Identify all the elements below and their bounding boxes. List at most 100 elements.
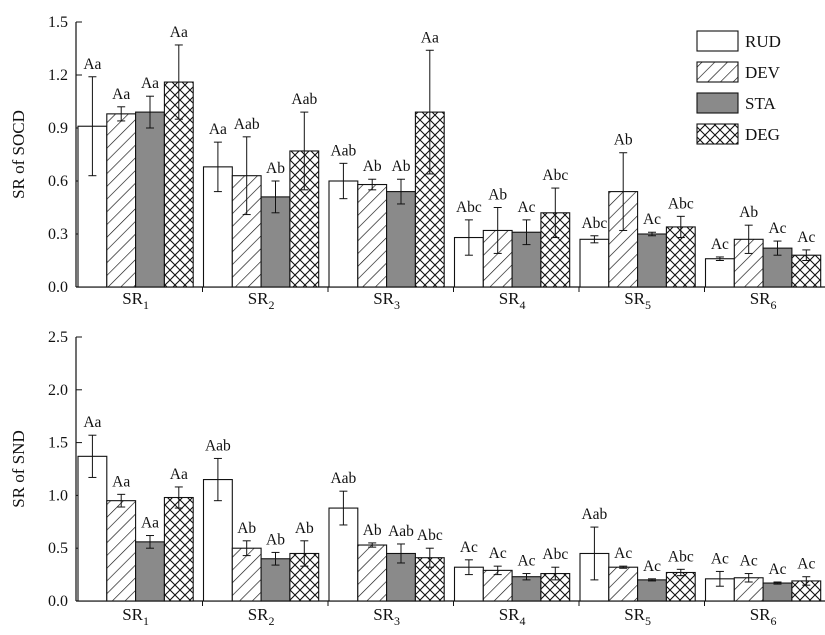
category-subscript: 4 xyxy=(519,298,525,312)
error-bar xyxy=(493,565,502,576)
bar-sta-6 xyxy=(762,582,793,602)
error-bar xyxy=(773,240,782,256)
error-bar xyxy=(339,162,348,200)
significance-label: Aa xyxy=(141,515,159,532)
x-category-label: SR4 xyxy=(499,605,526,628)
error-bar xyxy=(590,235,599,244)
x-category-label: SR1 xyxy=(122,605,149,628)
error-bar xyxy=(88,76,97,177)
category-subscript: 3 xyxy=(394,298,400,312)
legend-label: RUD xyxy=(745,32,781,51)
error-bar xyxy=(715,570,724,587)
bar-rud-5 xyxy=(579,238,610,288)
chart-panel-1: 0.00.30.60.91.21.5SR of SOCDAaAaAaAaSR1A… xyxy=(9,14,825,312)
significance-label: Abc xyxy=(542,546,568,563)
significance-label: Aab xyxy=(330,142,356,159)
y-tick-label: 1.0 xyxy=(48,487,68,504)
significance-label: Ac xyxy=(740,553,758,570)
significance-label: Ac xyxy=(711,236,729,253)
error-bar xyxy=(551,566,560,581)
significance-label: Ac xyxy=(517,199,535,216)
y-tick-label: 0.6 xyxy=(48,173,68,190)
x-category-label: SR1 xyxy=(122,289,149,312)
error-bar xyxy=(590,526,599,581)
significance-label: Ab xyxy=(363,158,382,175)
legend-swatch xyxy=(696,30,739,52)
x-category-label: SR5 xyxy=(624,605,651,628)
x-category-label: SR4 xyxy=(499,289,526,312)
significance-label: Aab xyxy=(205,437,231,454)
error-bar xyxy=(744,224,753,254)
legend-item-sta: STA xyxy=(696,92,776,114)
y-tick-label: 1.2 xyxy=(48,67,68,84)
significance-label: Aa xyxy=(170,24,188,41)
bar-sta-1 xyxy=(135,111,165,288)
bar-rud-6 xyxy=(704,258,735,288)
significance-label: Ab xyxy=(363,522,382,539)
bar-dev-4 xyxy=(482,569,513,602)
category-subscript: 3 xyxy=(394,614,400,628)
category-base: SR xyxy=(750,605,771,624)
legend-swatch xyxy=(696,92,739,114)
error-bar xyxy=(425,49,434,175)
error-bar xyxy=(773,581,782,585)
error-bar xyxy=(802,576,811,586)
legend-label: STA xyxy=(745,94,776,113)
significance-label: Aa xyxy=(83,414,101,431)
error-bar xyxy=(464,219,473,256)
significance-label: Abc xyxy=(542,167,568,184)
x-category-label: SR6 xyxy=(750,605,777,628)
category-subscript: 1 xyxy=(143,298,149,312)
error-bar xyxy=(300,111,309,191)
significance-label: Ac xyxy=(614,545,632,562)
error-bar xyxy=(802,249,811,261)
significance-label: Ab xyxy=(266,160,285,177)
error-bar xyxy=(117,493,126,508)
significance-label: Abc xyxy=(417,527,443,544)
legend-swatch xyxy=(696,123,739,145)
bar-dev-5 xyxy=(608,566,639,602)
error-bar xyxy=(397,543,405,564)
category-base: SR xyxy=(624,289,645,308)
bar-sta-1 xyxy=(135,541,165,602)
y-tick-label: 0.3 xyxy=(48,226,68,243)
significance-label: Aab xyxy=(388,523,414,540)
significance-label: Abc xyxy=(456,199,482,216)
category-base: SR xyxy=(248,289,269,308)
y-tick-label: 2.5 xyxy=(48,329,68,346)
legend-item-rud: RUD xyxy=(696,30,781,52)
category-subscript: 2 xyxy=(268,614,274,628)
significance-label: Ac xyxy=(711,550,729,567)
error-bar xyxy=(551,187,560,239)
significance-label: Abc xyxy=(668,548,694,565)
error-bar xyxy=(676,215,685,239)
x-category-label: SR6 xyxy=(750,289,777,312)
category-base: SR xyxy=(373,605,394,624)
significance-label: Ac xyxy=(768,220,786,237)
error-bar xyxy=(397,178,405,205)
error-bar xyxy=(744,573,753,583)
error-bar xyxy=(676,568,685,577)
significance-label: Ab xyxy=(237,520,256,537)
significance-label: Aab xyxy=(291,91,317,108)
category-base: SR xyxy=(373,289,394,308)
significance-label: Ac xyxy=(489,545,507,562)
x-category-label: SR3 xyxy=(373,605,400,628)
error-bar xyxy=(493,207,502,254)
significance-label: Ac xyxy=(460,539,478,556)
bar-dev-2 xyxy=(231,547,262,602)
category-base: SR xyxy=(750,289,771,308)
significance-label: Ab xyxy=(295,520,314,537)
significance-label: Ab xyxy=(739,204,758,221)
category-subscript: 2 xyxy=(268,298,274,312)
error-bar xyxy=(174,486,183,509)
bar-sta-2 xyxy=(260,558,291,602)
y-tick-label: 0.9 xyxy=(48,120,68,137)
error-bar xyxy=(619,152,628,231)
significance-label: Ac xyxy=(768,561,786,578)
category-base: SR xyxy=(248,605,269,624)
error-bar xyxy=(339,490,348,526)
error-bar xyxy=(619,565,628,569)
category-base: SR xyxy=(122,605,143,624)
error-bar xyxy=(242,136,251,216)
